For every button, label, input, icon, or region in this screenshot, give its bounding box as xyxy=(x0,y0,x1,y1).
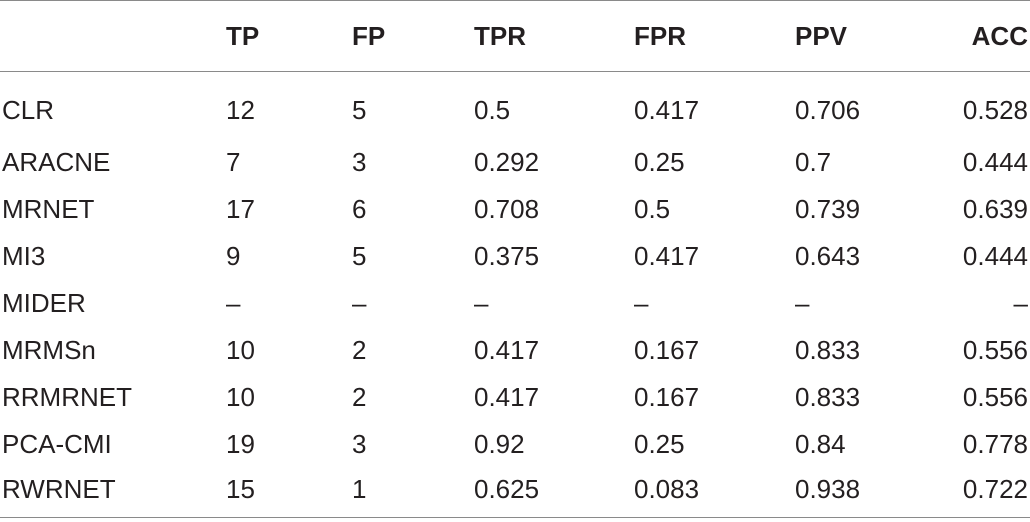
cell-fpr: 0.083 xyxy=(634,474,700,504)
header-method xyxy=(0,0,226,72)
cell-tpr: 0.92 xyxy=(474,429,525,459)
cell-acc: – xyxy=(1013,288,1028,318)
cell-acc: 0.778 xyxy=(962,429,1028,459)
cell-tpr: 0.625 xyxy=(474,474,540,504)
cell-method: MRNET xyxy=(2,194,95,224)
cell-tp: 15 xyxy=(226,474,255,504)
table-row: MI3 9 5 0.375 0.417 0.643 0.444 xyxy=(0,233,1030,280)
cell-ppv: 0.739 xyxy=(795,194,861,224)
cell-fpr: 0.417 xyxy=(634,241,700,271)
header-acc: ACC xyxy=(955,0,1030,72)
header-tp: TP xyxy=(226,0,352,72)
cell-ppv: 0.643 xyxy=(795,241,861,271)
cell-fp: 2 xyxy=(352,335,367,365)
cell-tp: 12 xyxy=(226,95,255,125)
cell-ppv: – xyxy=(795,288,810,318)
cell-method: MRMSn xyxy=(2,335,96,365)
cell-tpr: – xyxy=(474,288,489,318)
cell-fp: 3 xyxy=(352,147,367,177)
cell-ppv: 0.833 xyxy=(795,382,861,412)
cell-acc: 0.722 xyxy=(962,474,1028,504)
cell-method: CLR xyxy=(2,95,55,125)
cell-acc: 0.528 xyxy=(962,95,1028,125)
cell-tp: 17 xyxy=(226,194,255,224)
cell-tp: 19 xyxy=(226,429,255,459)
cell-fpr: 0.167 xyxy=(634,382,700,412)
cell-fp: 6 xyxy=(352,194,367,224)
cell-fpr: 0.5 xyxy=(634,194,671,224)
table-row: MIDER – – – – – – xyxy=(0,280,1030,327)
cell-fpr: 0.167 xyxy=(634,335,700,365)
cell-tp: – xyxy=(226,288,241,318)
cell-fpr: 0.25 xyxy=(634,429,685,459)
header-row: TP FP TPR FPR PPV ACC xyxy=(0,0,1030,72)
cell-ppv: 0.833 xyxy=(795,335,861,365)
cell-acc: 0.556 xyxy=(962,382,1028,412)
cell-acc: 0.444 xyxy=(962,147,1028,177)
table-body: CLR 12 5 0.5 0.417 0.706 0.528 ARACNE 7 … xyxy=(0,72,1030,518)
table-row: ARACNE 7 3 0.292 0.25 0.7 0.444 xyxy=(0,139,1030,186)
cell-tpr: 0.417 xyxy=(474,335,540,365)
table-row: CLR 12 5 0.5 0.417 0.706 0.528 xyxy=(0,72,1030,140)
cell-method: MI3 xyxy=(2,241,46,271)
cell-fp: 3 xyxy=(352,429,367,459)
cell-tpr: 0.292 xyxy=(474,147,540,177)
cell-fp: 5 xyxy=(352,95,367,125)
cell-ppv: 0.706 xyxy=(795,95,861,125)
header-ppv: PPV xyxy=(795,0,955,72)
cell-tp: 7 xyxy=(226,147,241,177)
cell-fpr: 0.25 xyxy=(634,147,685,177)
table-header: TP FP TPR FPR PPV ACC xyxy=(0,0,1030,72)
table-row: MRNET 17 6 0.708 0.5 0.739 0.639 xyxy=(0,186,1030,233)
cell-fp: 2 xyxy=(352,382,367,412)
cell-ppv: 0.7 xyxy=(795,147,832,177)
cell-acc: 0.639 xyxy=(962,194,1028,224)
cell-acc: 0.556 xyxy=(962,335,1028,365)
table-row: RWRNET 15 1 0.625 0.083 0.938 0.722 xyxy=(0,468,1030,518)
header-fpr: FPR xyxy=(634,0,795,72)
cell-tpr: 0.375 xyxy=(474,241,540,271)
cell-acc: 0.444 xyxy=(962,241,1028,271)
cell-tp: 10 xyxy=(226,382,255,412)
cell-tp: 10 xyxy=(226,335,255,365)
cell-method: RRMRNET xyxy=(2,382,132,412)
cell-method: RWRNET xyxy=(2,474,116,504)
cell-method: MIDER xyxy=(2,288,86,318)
cell-fp: 5 xyxy=(352,241,367,271)
cell-fpr: 0.417 xyxy=(634,95,700,125)
table-row: MRMSn 10 2 0.417 0.167 0.833 0.556 xyxy=(0,327,1030,374)
cell-tpr: 0.5 xyxy=(474,95,511,125)
header-fp: FP xyxy=(352,0,474,72)
cell-fpr: – xyxy=(634,288,649,318)
cell-tp: 9 xyxy=(226,241,241,271)
cell-ppv: 0.938 xyxy=(795,474,861,504)
cell-fp: 1 xyxy=(352,474,367,504)
cell-method: ARACNE xyxy=(2,147,111,177)
cell-tpr: 0.708 xyxy=(474,194,540,224)
cell-fp: – xyxy=(352,288,367,318)
cell-method: PCA-CMI xyxy=(2,429,112,459)
cell-tpr: 0.417 xyxy=(474,382,540,412)
header-tpr: TPR xyxy=(474,0,634,72)
table-row: RRMRNET 10 2 0.417 0.167 0.833 0.556 xyxy=(0,374,1030,421)
cell-ppv: 0.84 xyxy=(795,429,846,459)
table-row: PCA-CMI 19 3 0.92 0.25 0.84 0.778 xyxy=(0,421,1030,468)
